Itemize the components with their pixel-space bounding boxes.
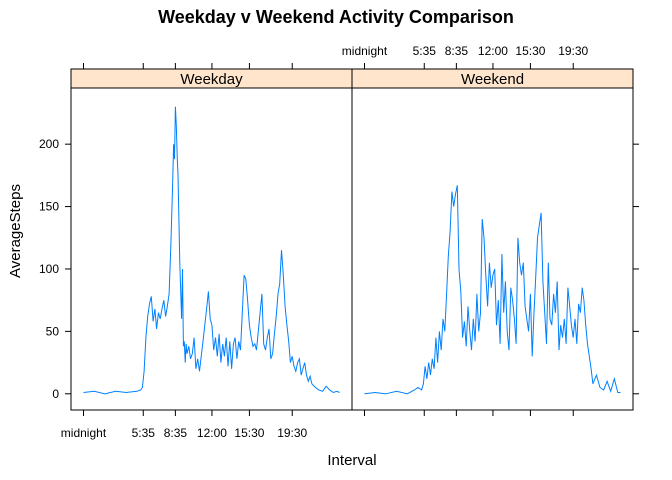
series-line-weekday bbox=[83, 106, 340, 395]
x-tick-label: midnight bbox=[342, 44, 388, 58]
strip-label-weekend: Weekend bbox=[461, 71, 524, 88]
x-tick-label: 19:30 bbox=[277, 426, 307, 440]
panel-frame-weekend bbox=[351, 87, 634, 411]
series-line-weekend bbox=[364, 185, 621, 395]
y-tick-label: 0 bbox=[52, 387, 59, 401]
x-tick-label: 15:30 bbox=[234, 426, 264, 440]
x-axis-label: Interval bbox=[327, 452, 376, 469]
x-tick-label: 19:30 bbox=[558, 44, 588, 58]
y-tick-label: 200 bbox=[39, 137, 59, 151]
panel-weekday: Weekday bbox=[65, 63, 353, 416]
y-tick-label: 50 bbox=[46, 324, 60, 338]
x-tick-label: 5:35 bbox=[413, 44, 437, 58]
x-tick-label: 12:00 bbox=[197, 426, 227, 440]
x-tick-label: 8:35 bbox=[445, 44, 469, 58]
x-tick-label: 8:35 bbox=[164, 426, 188, 440]
y-axis-label: AverageSteps bbox=[7, 184, 24, 278]
panels-group: Weekday Weekend bbox=[65, 63, 639, 416]
y-tick-label: 100 bbox=[39, 262, 59, 276]
strip-label-weekday: Weekday bbox=[180, 71, 243, 88]
panel-weekend: Weekend bbox=[351, 63, 639, 416]
bottom-tick-labels: midnight 5:35 8:35 12:00 15:30 19:30 bbox=[61, 426, 308, 440]
x-tick-label: 5:35 bbox=[132, 426, 156, 440]
y-tick-label: 150 bbox=[39, 200, 59, 214]
chart-title: Weekday v Weekend Activity Comparison bbox=[158, 7, 514, 27]
x-tick-label: 15:30 bbox=[515, 44, 545, 58]
left-tick-labels: 0 50 100 150 200 bbox=[39, 137, 59, 401]
x-tick-label: 12:00 bbox=[478, 44, 508, 58]
top-tick-labels: midnight 5:35 8:35 12:00 15:30 19:30 bbox=[342, 44, 589, 58]
panel-frame-weekday bbox=[70, 87, 353, 411]
x-tick-label: midnight bbox=[61, 426, 107, 440]
